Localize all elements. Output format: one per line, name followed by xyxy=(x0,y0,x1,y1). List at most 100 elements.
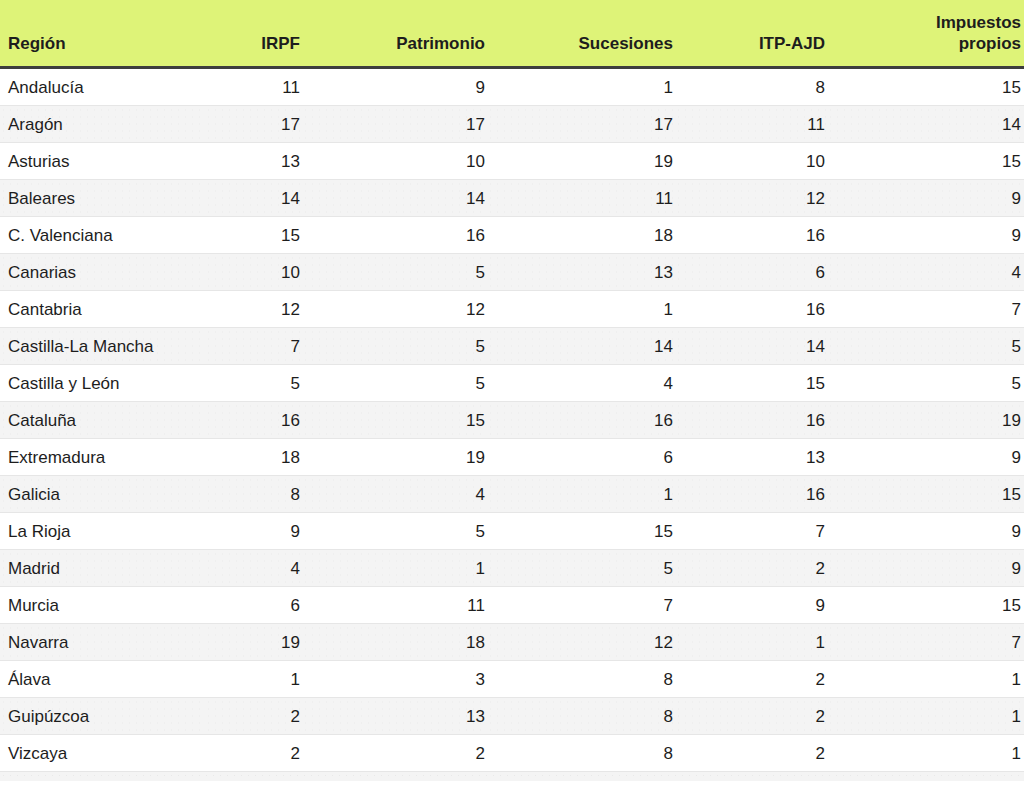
rank-value: 8 xyxy=(816,78,825,97)
itp-ajd-cell: 6 xyxy=(675,254,827,291)
sucesiones-cell: 16 xyxy=(487,402,675,439)
sucesiones-cell: 17 xyxy=(487,106,675,143)
column-header-impuestos-propios: Impuestos propios xyxy=(827,0,1024,68)
region-label: Baleares xyxy=(8,188,75,209)
patrimonio-cell: 17 xyxy=(302,106,487,143)
rank-value: 9 xyxy=(1012,559,1021,578)
rank-value: 10 xyxy=(806,152,825,171)
impuestos-propios-cell: 1 xyxy=(827,735,1024,772)
rank-value: 1 xyxy=(1012,744,1021,763)
impuestos-propios-cell: 19 xyxy=(827,402,1024,439)
patrimonio-cell: 18 xyxy=(302,624,487,661)
rank-value: 16 xyxy=(806,411,825,430)
rank-value: 4 xyxy=(664,374,673,393)
region-cell: Navarra xyxy=(0,624,205,661)
itp-ajd-cell: 1 xyxy=(675,624,827,661)
irpf-cell: 14 xyxy=(205,180,302,217)
rank-value: 13 xyxy=(806,448,825,467)
tax-ranking-table: Región IRPF Patrimonio Sucesiones ITP-AJ… xyxy=(0,0,1024,772)
rank-value: 13 xyxy=(654,263,673,282)
rank-value: 14 xyxy=(806,337,825,356)
sucesiones-cell: 1 xyxy=(487,476,675,513)
rank-value: 12 xyxy=(466,300,485,319)
header-row: Región IRPF Patrimonio Sucesiones ITP-AJ… xyxy=(0,0,1024,68)
rank-value: 7 xyxy=(291,337,300,356)
rank-value: 18 xyxy=(466,633,485,652)
region-cell: Asturias xyxy=(0,143,205,180)
rank-value: 5 xyxy=(664,559,673,578)
table-row: Castilla-La Mancha7514145 xyxy=(0,328,1024,365)
region-cell: Cantabria xyxy=(0,291,205,328)
patrimonio-cell: 3 xyxy=(302,661,487,698)
region-cell: Aragón xyxy=(0,106,205,143)
table-body: Andalucía1191815Aragón1717171114Asturias… xyxy=(0,68,1024,772)
rank-value: 14 xyxy=(281,189,300,208)
table-row: Baleares141411129 xyxy=(0,180,1024,217)
rank-value: 16 xyxy=(466,226,485,245)
rank-value: 19 xyxy=(466,448,485,467)
table-row: Andalucía1191815 xyxy=(0,68,1024,106)
rank-value: 7 xyxy=(1012,633,1021,652)
region-cell: Vizcaya xyxy=(0,735,205,772)
irpf-cell: 2 xyxy=(205,698,302,735)
region-label: Andalucía xyxy=(8,77,84,98)
rank-value: 15 xyxy=(1002,596,1021,615)
impuestos-propios-cell: 14 xyxy=(827,106,1024,143)
region-label: Navarra xyxy=(8,632,68,653)
partial-next-row-strip xyxy=(0,772,1024,781)
irpf-cell: 13 xyxy=(205,143,302,180)
impuestos-propios-cell: 4 xyxy=(827,254,1024,291)
table-row: Canarias1051364 xyxy=(0,254,1024,291)
column-header-patrimonio: Patrimonio xyxy=(302,0,487,68)
region-label: Murcia xyxy=(8,595,59,616)
rank-value: 8 xyxy=(291,485,300,504)
sucesiones-cell: 12 xyxy=(487,624,675,661)
region-label: Canarias xyxy=(8,262,76,283)
sucesiones-cell: 19 xyxy=(487,143,675,180)
rank-value: 5 xyxy=(291,374,300,393)
table-row: Álava13821 xyxy=(0,661,1024,698)
region-cell: Madrid xyxy=(0,550,205,587)
region-cell: Álava xyxy=(0,661,205,698)
table-row: Castilla y León554155 xyxy=(0,365,1024,402)
itp-ajd-cell: 2 xyxy=(675,735,827,772)
impuestos-propios-cell: 9 xyxy=(827,513,1024,550)
irpf-cell: 10 xyxy=(205,254,302,291)
rank-value: 12 xyxy=(806,189,825,208)
patrimonio-cell: 11 xyxy=(302,587,487,624)
irpf-cell: 8 xyxy=(205,476,302,513)
rank-value: 5 xyxy=(476,522,485,541)
table-row: Guipúzcoa213821 xyxy=(0,698,1024,735)
rank-value: 14 xyxy=(654,337,673,356)
sucesiones-cell: 1 xyxy=(487,291,675,328)
region-cell: Baleares xyxy=(0,180,205,217)
table-row: Madrid41529 xyxy=(0,550,1024,587)
impuestos-propios-cell: 5 xyxy=(827,328,1024,365)
rank-value: 1 xyxy=(1012,707,1021,726)
rank-value: 19 xyxy=(654,152,673,171)
sucesiones-cell: 14 xyxy=(487,328,675,365)
region-label: Vizcaya xyxy=(8,743,67,764)
table-row: C. Valenciana151618169 xyxy=(0,217,1024,254)
irpf-cell: 7 xyxy=(205,328,302,365)
rank-value: 16 xyxy=(806,226,825,245)
sucesiones-cell: 4 xyxy=(487,365,675,402)
region-cell: Andalucía xyxy=(0,68,205,106)
impuestos-propios-cell: 9 xyxy=(827,439,1024,476)
patrimonio-cell: 4 xyxy=(302,476,487,513)
sucesiones-cell: 13 xyxy=(487,254,675,291)
itp-ajd-cell: 12 xyxy=(675,180,827,217)
rank-value: 16 xyxy=(806,300,825,319)
region-label: Madrid xyxy=(8,558,60,579)
patrimonio-cell: 5 xyxy=(302,513,487,550)
itp-ajd-cell: 13 xyxy=(675,439,827,476)
patrimonio-cell: 10 xyxy=(302,143,487,180)
region-cell: Murcia xyxy=(0,587,205,624)
irpf-cell: 19 xyxy=(205,624,302,661)
rank-value: 1 xyxy=(664,300,673,319)
column-header-impuestos-propios-label: Impuestos propios xyxy=(916,12,1021,54)
itp-ajd-cell: 8 xyxy=(675,68,827,106)
rank-value: 12 xyxy=(281,300,300,319)
region-label: Aragón xyxy=(8,114,63,135)
impuestos-propios-cell: 15 xyxy=(827,143,1024,180)
